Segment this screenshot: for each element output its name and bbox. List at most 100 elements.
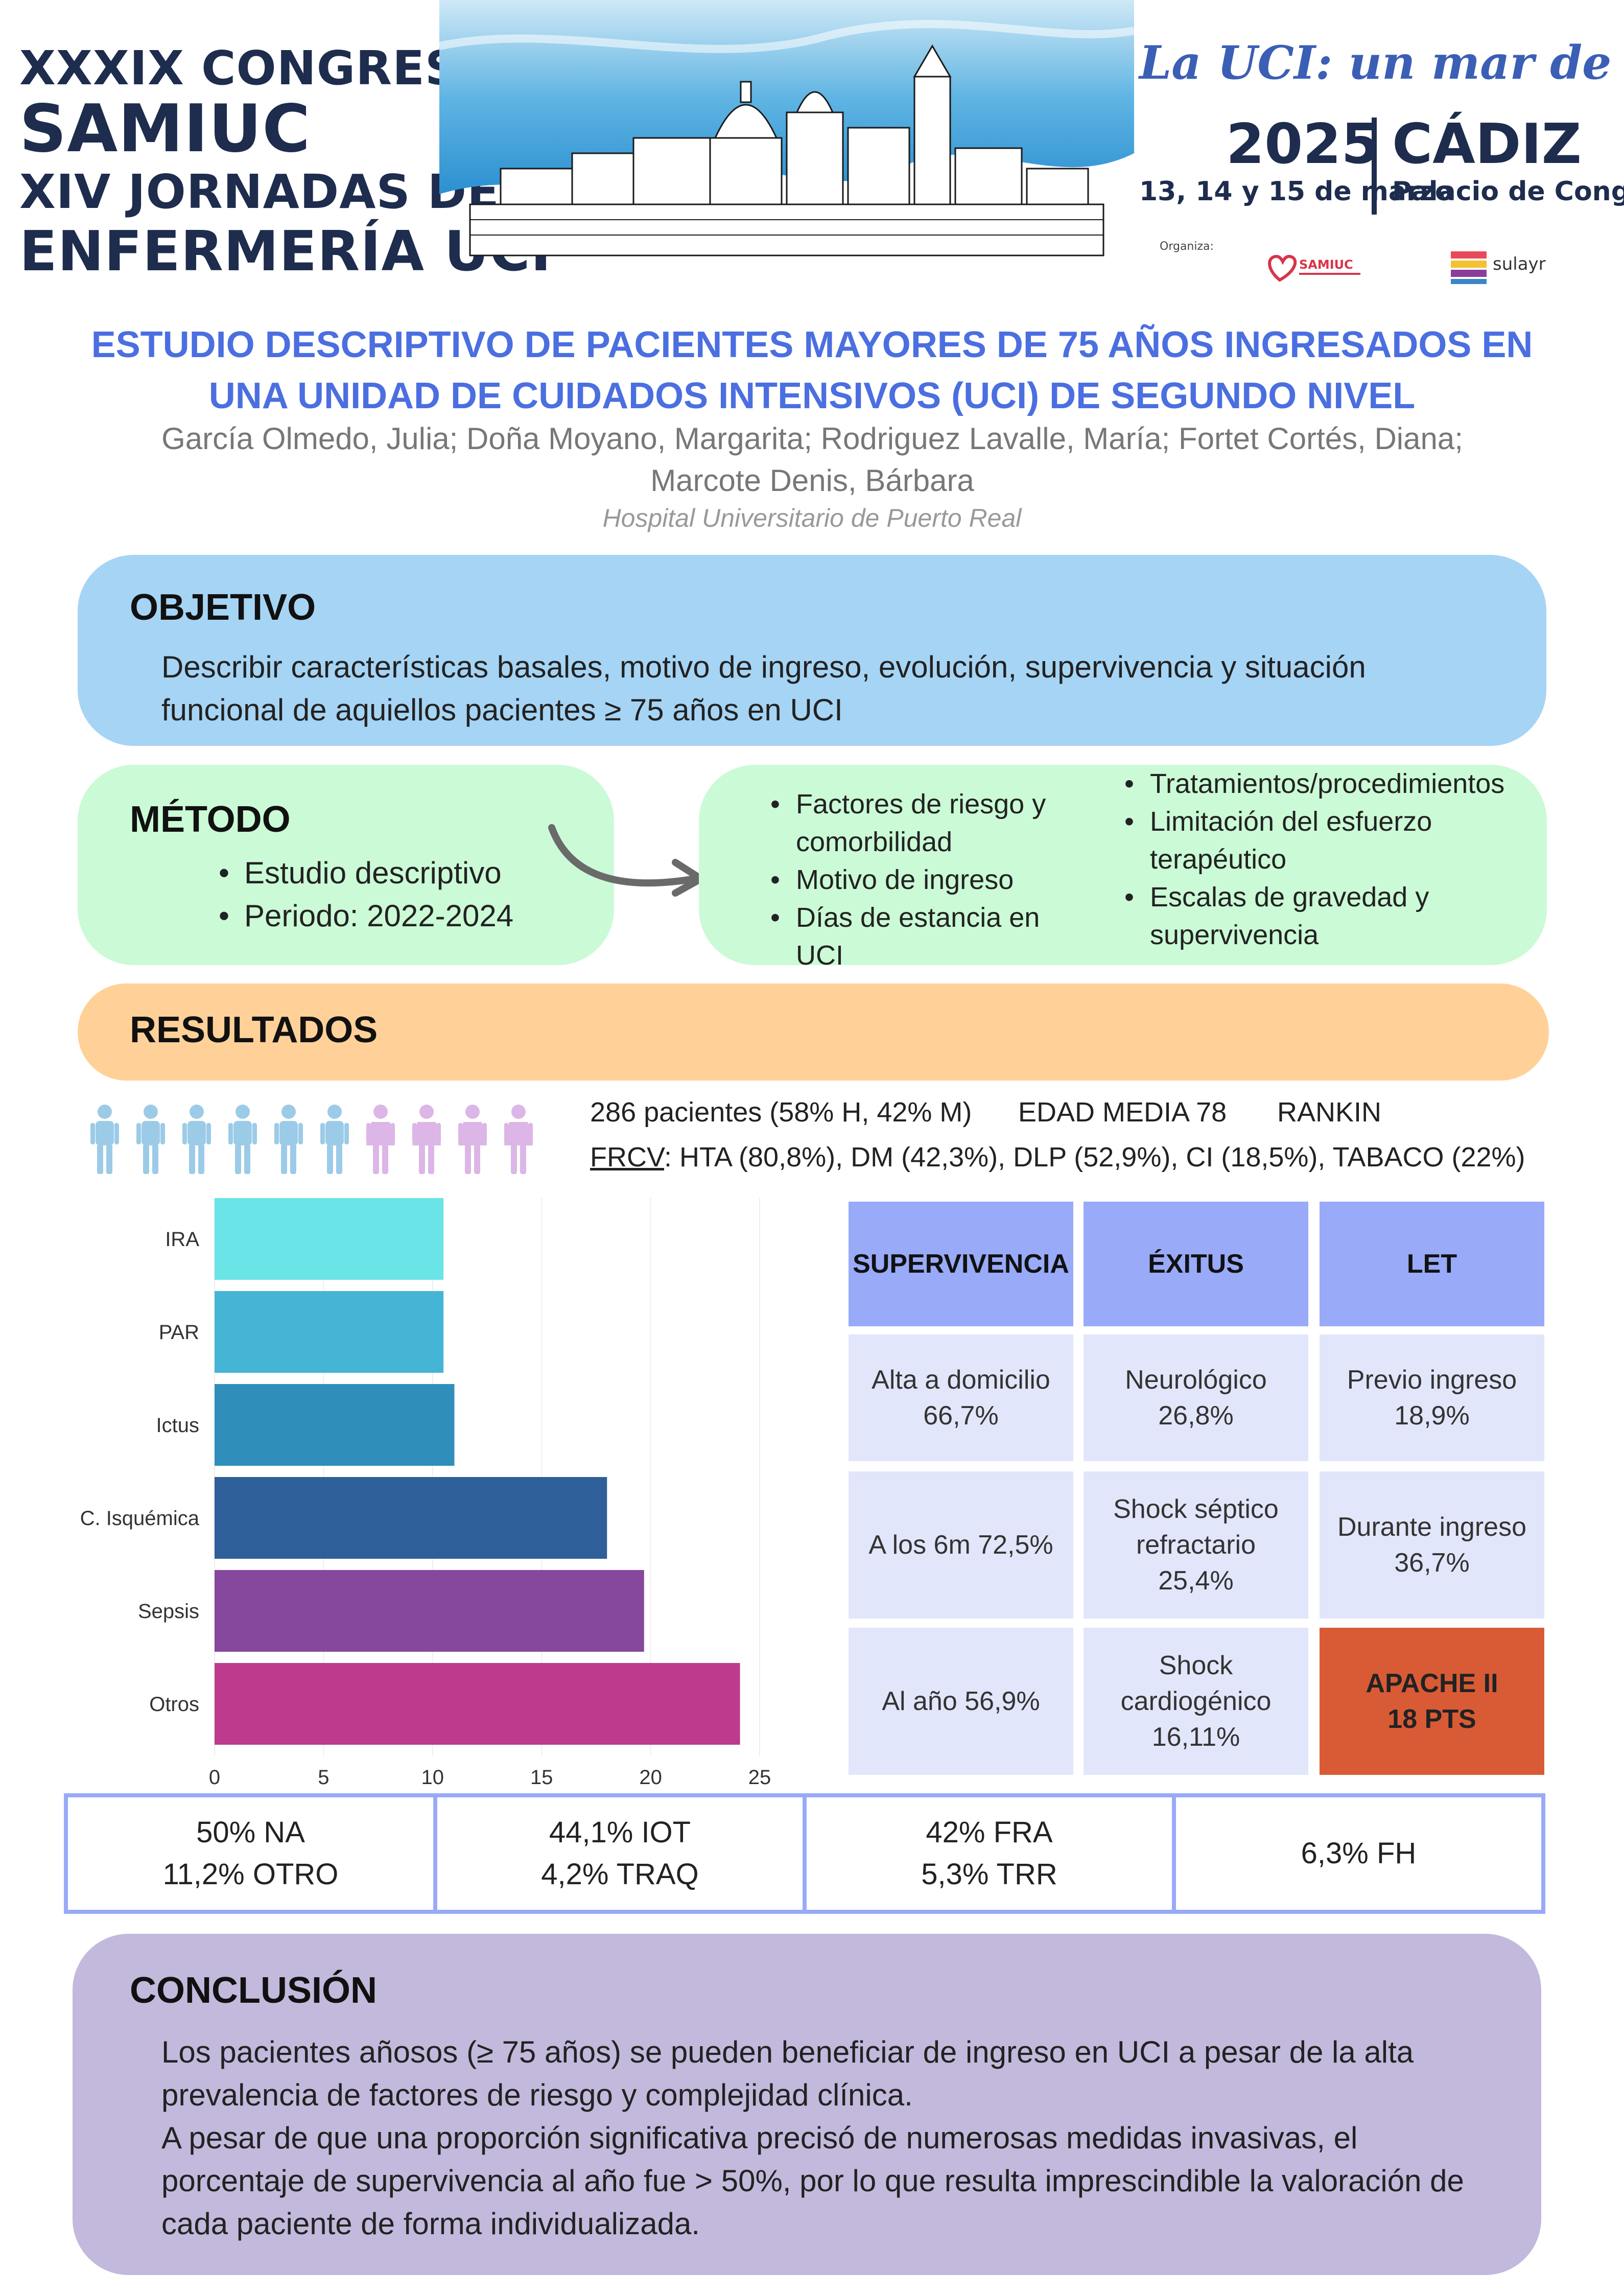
patient-sex-pictogram (90, 1105, 533, 1174)
table-cell: Shock cardiogénico 16,11% (1084, 1628, 1308, 1775)
resultados-section: RESULTADOS (78, 983, 1549, 1081)
table-cell-text: A los 6m 72,5% (868, 1530, 1053, 1560)
metodo-item: Estudio descriptivo (219, 852, 632, 895)
metodo-heading: MÉTODO (130, 799, 291, 840)
table-cell-text: Al año 56,9% (882, 1686, 1040, 1716)
table-cell: Neurológico 26,8% (1084, 1334, 1308, 1461)
table-header-let: LET (1320, 1202, 1544, 1326)
congress-city: CÁDIZ (1392, 112, 1582, 176)
cadiz-skyline-illustration (439, 0, 1134, 256)
admission-reason-bar-chart: 0 5 10 15 20 25 IRA PAR Ictus C. Isquémica Sepsis O… (80, 1198, 771, 1788)
procedures-stats-row: 50% NA 11,2% OTRO 44,1% IOT 4,2% TRAQ 42… (64, 1793, 1545, 1914)
header-banner: XXXIX CONGRESO SAMIUC XIV JORNADAS DE EN… (0, 0, 1624, 296)
variable-item: Días de estancia en UCI (770, 899, 1092, 974)
stat-cell: 50% NA 11,2% OTRO (68, 1797, 437, 1910)
male-person-icon (228, 1105, 257, 1174)
table-cell: Al año 56,9% (849, 1628, 1073, 1775)
congress-line-1: XXXIX CONGRESO (19, 41, 500, 96)
objetivo-heading: OBJETIVO (130, 587, 316, 628)
header-divider (1372, 118, 1377, 215)
bar-ictus (215, 1384, 455, 1466)
category-label: IRA (165, 1228, 199, 1251)
table-cell: Shock séptico refractario 25,4% (1084, 1471, 1308, 1619)
variables-left-list: Factores de riesgo y comorbilidad Motivo… (766, 785, 1092, 974)
x-tick-label: 10 (421, 1766, 444, 1788)
svg-text:sulayr: sulayr (1493, 254, 1546, 274)
stat-text: 44,1% IOT 4,2% TRAQ (541, 1816, 699, 1891)
resultados-heading: RESULTADOS (130, 1010, 378, 1050)
male-person-icon (90, 1105, 119, 1174)
variable-item: Tratamientos/procedimientos (1124, 765, 1569, 803)
conclusion-text: Los pacientes añosos (≥ 75 años) se pued… (161, 2031, 1495, 2245)
rankin-label: RANKIN (1277, 1097, 1382, 1128)
table-cell-text: Shock séptico refractario 25,4% (1113, 1494, 1279, 1596)
table-cell: Previo ingreso 18,9% (1320, 1334, 1544, 1461)
variable-item: Motivo de ingreso (770, 861, 1092, 899)
x-tick-label: 20 (639, 1766, 662, 1788)
curved-arrow-icon (548, 824, 704, 897)
organiza-label: Organiza: (1160, 240, 1214, 253)
table-cell-text: Durante ingreso 36,7% (1337, 1512, 1526, 1578)
objetivo-text: Describir características basales, motiv… (161, 646, 1515, 732)
table-cell-text: Previo ingreso 18,9% (1347, 1365, 1517, 1431)
authors-line-1: García Olmedo, Julia; Doña Moyano, Marga… (161, 421, 1463, 456)
category-label: C. Isquémica (80, 1507, 200, 1530)
variable-item: Factores de riesgo y comorbilidad (770, 785, 1092, 861)
stat-text: 42% FRA 5,3% TRR (921, 1816, 1057, 1891)
x-tick-label: 15 (530, 1766, 553, 1788)
metodo-variables-panel: Factores de riesgo y comorbilidad Motivo… (699, 765, 1547, 971)
category-label: Otros (149, 1693, 199, 1716)
objetivo-line-1: Describir características basales, motiv… (161, 650, 1366, 684)
bar-sepsis (215, 1570, 644, 1652)
stat-cell: 42% FRA 5,3% TRR (807, 1797, 1176, 1910)
congress-motto: La UCI: un mar de vida (1139, 36, 1624, 90)
male-person-icon (182, 1105, 211, 1174)
apache-score-cell: APACHE II 18 PTS (1320, 1628, 1544, 1775)
title-line-2: UNA UNIDAD DE CUIDADOS INTENSIVOS (UCI) … (208, 376, 1416, 416)
table-cell: Durante ingreso 36,7% (1320, 1471, 1544, 1619)
bar-c-isqu-mica (215, 1477, 607, 1559)
bar-otros (215, 1663, 740, 1745)
samiuc-logo: SAMIUC (1264, 250, 1367, 286)
authors-line-2: Marcote Denis, Bárbara (650, 463, 974, 498)
metodo-list: Estudio descriptivo Periodo: 2022-2024 (215, 852, 632, 938)
table-cell: Alta a domicilio 66,7% (849, 1334, 1073, 1461)
congress-line-4: ENFERMERÍA UCI (19, 220, 552, 284)
table-cell-text: Alta a domicilio 66,7% (872, 1365, 1050, 1431)
variables-right-list: Tratamientos/procedimientos Limitación d… (1120, 765, 1569, 954)
male-person-icon (274, 1105, 303, 1174)
hospital-affiliation: Hospital Universitario de Puerto Real (602, 504, 1022, 532)
male-person-icon (136, 1105, 165, 1174)
stat-text: 6,3% FH (1301, 1837, 1417, 1870)
x-tick-label: 5 (318, 1766, 329, 1788)
authors: García Olmedo, Julia; Doña Moyano, Marga… (77, 418, 1548, 502)
metodo-section: MÉTODO Estudio descriptivo Periodo: 2022… (78, 765, 614, 965)
svg-text:SAMIUC: SAMIUC (1299, 257, 1353, 272)
table-header-exitus-text: ÉXITUS (1148, 1249, 1244, 1279)
table-cell: A los 6m 72,5% (849, 1471, 1073, 1619)
frcv-line: FRCV: HTA (80,8%), DM (42,3%), DLP (52,9… (590, 1141, 1525, 1173)
female-person-icon (458, 1105, 487, 1174)
table-header-let-text: LET (1406, 1249, 1457, 1279)
table-cell-text: Shock cardiogénico 16,11% (1120, 1651, 1272, 1752)
female-person-icon (412, 1105, 441, 1174)
poster-title: ESTUDIO DESCRIPTIVO DE PACIENTES MAYORES… (0, 319, 1624, 421)
table-header-supervivencia-text: SUPERVIVENCIA (853, 1249, 1069, 1279)
x-tick-label: 0 (209, 1766, 220, 1788)
mean-age: EDAD MEDIA 78 (1018, 1097, 1227, 1128)
stat-cell: 44,1% IOT 4,2% TRAQ (437, 1797, 807, 1910)
congress-dates: 13, 14 y 15 de marzo (1139, 176, 1453, 207)
conclusion-heading: CONCLUSIÓN (130, 1970, 377, 2011)
category-label: PAR (159, 1321, 199, 1344)
congress-line-2: SAMIUC (19, 91, 311, 167)
table-header-exitus: ÉXITUS (1084, 1202, 1308, 1326)
stat-cell: 6,3% FH (1176, 1797, 1541, 1910)
patients-count: 286 pacientes (58% H, 42% M) (590, 1097, 972, 1128)
x-tick-label: 25 (748, 1766, 771, 1788)
table-header-supervivencia: SUPERVIVENCIA (849, 1202, 1073, 1326)
sulayr-logo: sulayr (1451, 245, 1589, 291)
congress-line-3: XIV JORNADAS DE (19, 165, 500, 219)
apache-score-cell-text: APACHE II 18 PTS (1366, 1669, 1498, 1734)
female-person-icon (366, 1105, 395, 1174)
conclusion-paragraph-2: A pesar de que una proporción significat… (161, 2121, 1464, 2241)
